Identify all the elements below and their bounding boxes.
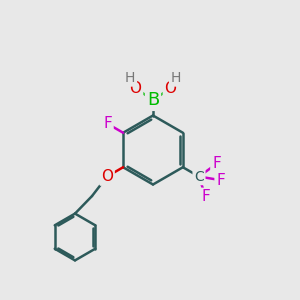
Text: O: O	[130, 81, 142, 96]
Text: C: C	[194, 169, 204, 184]
Text: O: O	[164, 81, 176, 96]
Text: O: O	[101, 169, 113, 184]
Text: F: F	[216, 173, 225, 188]
Text: F: F	[103, 116, 112, 131]
Text: H: H	[171, 71, 181, 85]
Text: B: B	[147, 91, 159, 109]
Text: F: F	[201, 190, 210, 205]
Text: F: F	[212, 157, 221, 172]
Text: H: H	[125, 71, 135, 85]
